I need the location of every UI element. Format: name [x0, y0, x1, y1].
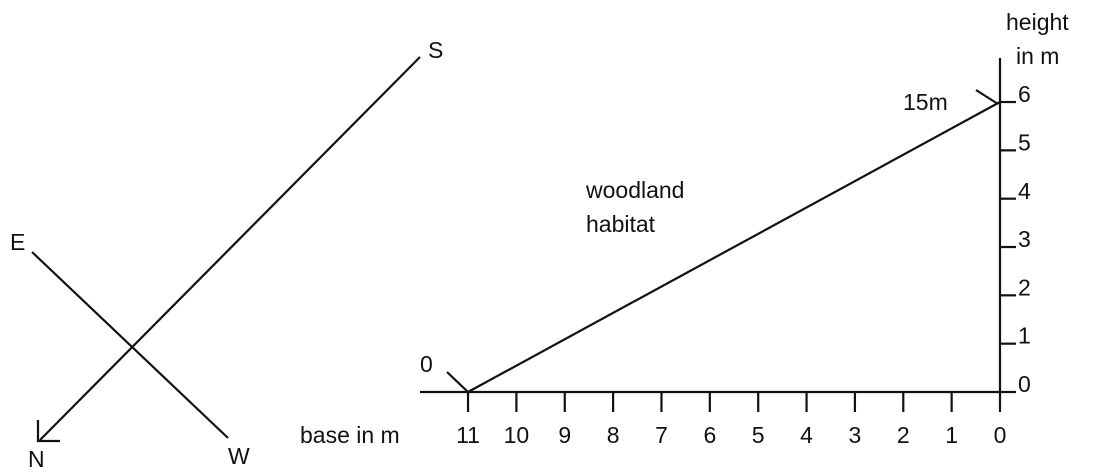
height-tick-label: 3 [1018, 226, 1031, 252]
base-tick-label: 9 [558, 422, 571, 448]
habitat-label: habitat [586, 211, 656, 237]
height-tick-label: 4 [1018, 178, 1031, 204]
base-axis-label: base in m [300, 422, 400, 448]
base-tick-label: 8 [607, 422, 620, 448]
compass-label: N [28, 446, 45, 472]
compass-label: E [10, 229, 25, 255]
leader-line [446, 371, 469, 393]
height-tick-label: 1 [1018, 323, 1031, 349]
leader-line [975, 89, 999, 105]
start-label: 0 [420, 351, 433, 377]
e-w-line [31, 251, 229, 439]
base-tick-label: 10 [504, 422, 530, 448]
habitat-label: woodland [585, 177, 684, 203]
base-tick-label: 4 [800, 422, 813, 448]
profile: 0 15m woodland habitat base in m height … [300, 9, 1069, 448]
height-tick-label: 2 [1018, 274, 1031, 300]
height-axis-label: height [1006, 9, 1069, 35]
base-tick-label: 11 [456, 422, 480, 448]
north-arrowhead [36, 420, 60, 443]
base-tick-label: 6 [703, 422, 716, 448]
compass-label: W [228, 443, 250, 469]
height-tick-label: 0 [1018, 371, 1031, 397]
n-s-line [39, 56, 421, 441]
height-tick-label: 6 [1018, 81, 1031, 107]
compass-label: S [428, 37, 443, 63]
base-tick-label: 5 [752, 422, 765, 448]
slope-line [467, 101, 1001, 393]
height-axis-label: in m [1016, 43, 1059, 69]
base-tick-label: 1 [945, 422, 958, 448]
top-label: 15m [903, 89, 948, 115]
height-tick-label: 5 [1018, 129, 1031, 155]
base-tick-label: 7 [655, 422, 668, 448]
compass: S E N W [10, 37, 443, 472]
base-tick-label: 3 [849, 422, 862, 448]
base-tick-label: 2 [897, 422, 910, 448]
base-tick-label: 0 [994, 422, 1007, 448]
